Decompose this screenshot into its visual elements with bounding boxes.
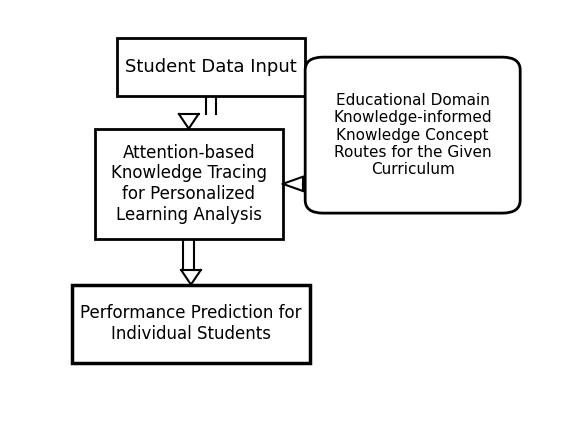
FancyBboxPatch shape [95,129,283,239]
FancyBboxPatch shape [117,38,305,96]
FancyBboxPatch shape [72,284,310,362]
Text: Attention-based
Knowledge Tracing
for Personalized
Learning Analysis: Attention-based Knowledge Tracing for Pe… [111,143,266,224]
FancyBboxPatch shape [305,57,520,213]
Text: Performance Prediction for
Individual Students: Performance Prediction for Individual St… [80,304,302,343]
Text: Educational Domain
Knowledge-informed
Knowledge Concept
Routes for the Given
Cur: Educational Domain Knowledge-informed Kn… [334,93,492,177]
Text: Student Data Input: Student Data Input [125,58,297,76]
